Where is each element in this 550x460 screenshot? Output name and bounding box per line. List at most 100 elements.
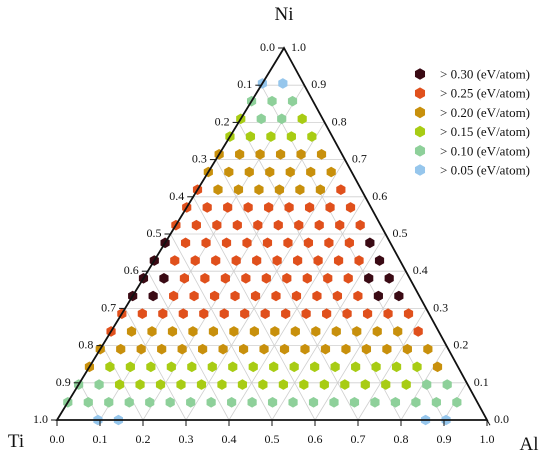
data-point [244,166,254,178]
data-point [301,308,311,320]
data-point [227,396,237,408]
data-point [299,379,309,390]
legend-label: > 0.25 (eV/atom) [440,86,530,101]
data-point [281,308,291,320]
right-tick-label: 0.6 [372,189,387,203]
data-point [277,113,287,125]
data-point [288,396,298,408]
data-point [275,148,286,160]
data-point [231,255,241,266]
data-point [165,396,175,408]
data-point [303,237,314,249]
data-point [283,237,293,249]
right-tick-mark [385,233,389,240]
data-point [267,396,278,408]
data-point [382,343,392,355]
data-point [311,326,321,337]
tick-labels: 0.0 0.1 0.2 0.3 0.4 0.5 0.6 0.7 0.8 0.9 1.00.00.10… [33,40,509,446]
data-point [307,131,317,142]
left-tick-label: 0.4 [169,189,184,203]
legend-label: > 0.05 (eV/atom) [440,163,530,178]
left-tick-label: 0.6 [124,263,139,277]
data-point [191,219,201,231]
data-point [179,272,190,284]
data-point [308,396,319,408]
bottom-tick-label: 0.9 [437,432,452,446]
data-point [336,184,346,196]
data-point [393,326,403,337]
data-point [258,379,268,390]
data-point [312,290,322,302]
data-point [322,308,332,320]
data-point [278,78,288,89]
data-point [260,308,270,320]
data-point [196,379,207,390]
left-tick-label: 0.2 [215,114,230,128]
data-point [242,237,252,249]
right-tick-mark [283,47,288,54]
data-point [136,343,146,355]
bottom-tick-label: 0.5 [265,432,280,446]
data-point [207,361,217,373]
data-point [332,290,343,302]
data-point [271,290,281,302]
data-point [145,396,155,408]
data-point [170,255,180,266]
legend-marker [414,68,426,80]
data-point [383,308,393,320]
data-point [167,326,178,337]
data-point [208,326,219,337]
left-tick-label: 0.7 [101,300,116,314]
right-tick-mark [445,345,450,352]
data-point [270,326,280,337]
data-point [188,326,198,337]
data-point [243,202,253,213]
data-point [245,131,256,142]
data-point [233,184,244,196]
right-tick-mark [364,196,369,203]
data-point [442,379,452,390]
left-tick-label: 0.9 [56,375,71,389]
right-tick-mark [303,84,308,91]
bottom-tick-label: 0.6 [308,432,323,446]
data-point [248,361,258,373]
data-point [176,379,186,390]
data-point [353,290,363,302]
data-point [413,326,423,337]
data-point [370,396,380,408]
data-point [269,361,279,373]
data-point [125,361,135,373]
legend-label: > 0.10 (eV/atom) [440,143,530,158]
data-point [297,113,307,125]
grid-line [185,159,346,421]
data-point [272,255,282,266]
data-point [289,361,299,373]
data-point [294,219,304,231]
data-point [313,255,323,266]
data-point [316,148,327,160]
data-point [104,396,114,408]
data-point [247,396,257,408]
data-point [212,219,222,231]
data-point [178,308,188,320]
legend-marker [414,106,426,119]
data-point [202,202,212,213]
data-point [284,202,294,213]
left-tick-label: 0.0 [260,40,275,54]
data-point [252,255,262,266]
right-tick-label: 0.0 [494,412,509,426]
data-point [352,326,362,337]
data-point [344,237,354,249]
data-point [320,343,331,355]
data-point [159,272,169,284]
data-point [199,308,209,320]
data-point [319,379,329,390]
data-point [401,379,411,390]
data-point [360,379,370,390]
data-point [211,255,221,266]
data-point [223,202,233,213]
data-point [324,237,334,249]
left-tick-label: 0.5 [147,226,162,240]
right-tick-mark [425,308,430,314]
data-point [240,308,250,320]
